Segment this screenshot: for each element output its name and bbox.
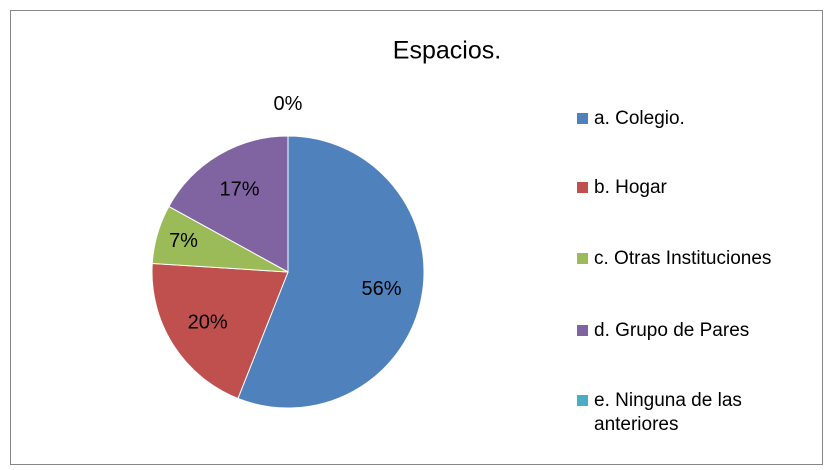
legend-label: d. Grupo de Pares	[594, 320, 750, 341]
chart-frame	[10, 10, 823, 465]
data-label: 0%	[274, 93, 303, 115]
legend-item: a. Colegio.	[577, 107, 812, 131]
legend-swatch	[577, 395, 588, 406]
legend-label: b. Hogar	[594, 177, 667, 198]
data-label: 7%	[169, 230, 198, 252]
chart-title: Espacios.	[393, 37, 501, 65]
pie-slice	[168, 135, 289, 273]
pie-slice	[151, 262, 289, 400]
legend-swatch	[577, 182, 588, 193]
legend-label: a. Colegio.	[594, 108, 685, 129]
legend-item: d. Grupo de Pares	[577, 319, 812, 343]
legend-item: c. Otras Instituciones	[577, 247, 812, 271]
data-label: 20%	[188, 311, 228, 333]
pie-slice	[237, 135, 425, 409]
legend-label: c. Otras Instituciones	[594, 248, 772, 269]
legend-swatch	[577, 325, 588, 336]
data-label: 56%	[361, 278, 401, 300]
legend-label: e. Ninguna de las anteriores	[594, 390, 742, 435]
legend-swatch	[577, 253, 588, 264]
legend-item: e. Ninguna de las anteriores	[577, 389, 812, 437]
data-label: 17%	[220, 178, 260, 200]
legend-item: b. Hogar	[577, 176, 812, 200]
legend-swatch	[577, 113, 588, 124]
